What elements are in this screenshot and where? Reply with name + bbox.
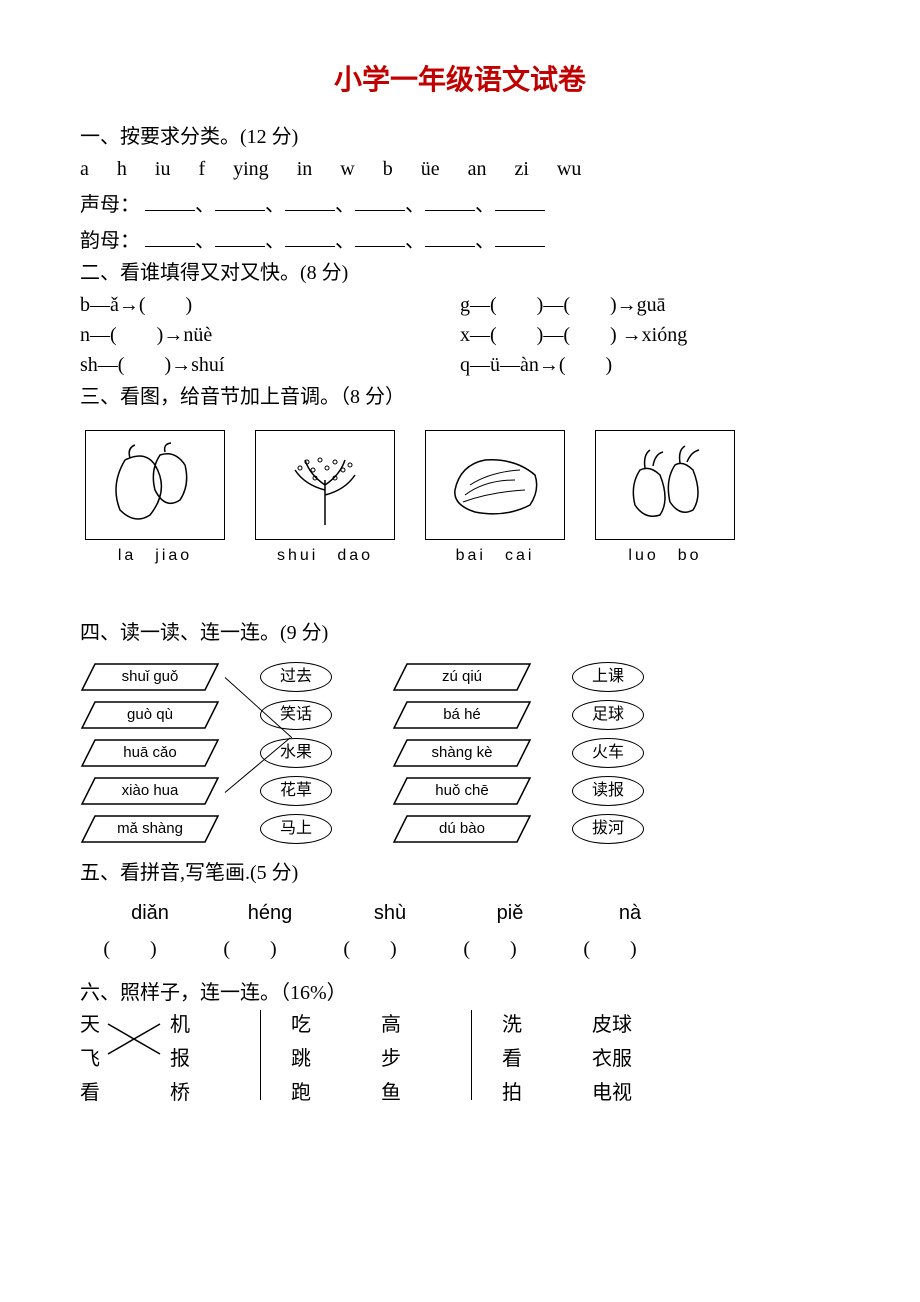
q6-col-1: 天机 飞报 看桥: [80, 1010, 230, 1108]
q4-right-hanzi-3: 火车: [572, 738, 644, 768]
q3-image-baicai: [425, 430, 565, 540]
q1-heading: 一、按要求分类。(12 分): [80, 122, 840, 152]
q4-right-pinyin-3: shàng kè: [392, 738, 532, 768]
q2-row-2: n—( )→nüè x—( )—( ) →xióng: [80, 320, 840, 350]
q3-image-lajiao: [85, 430, 225, 540]
q4-left-pinyin-4: xiào hua: [80, 776, 220, 806]
q4-right-hanzi-5: 拔河: [572, 814, 644, 844]
q4-matching: shuǐ guǒ 过去 guò qù 笑话 huā cǎo 水果 xiào hua 花草…: [80, 662, 840, 844]
q5-heading: 五、看拼音,写笔画.(5 分): [80, 858, 840, 888]
q2-row-3: sh—( )→shuí q—ü—àn→( ): [80, 350, 840, 380]
q4-right-pinyin-1: zú qiú: [392, 662, 532, 692]
q4-left-hanzi-3: 水果: [260, 738, 332, 768]
q6-heading: 六、照样子，连一连。（16%）: [80, 978, 840, 1008]
q6-col-2: 吃高 跳步 跑鱼: [291, 1010, 441, 1108]
q4-right-hanzi-1: 上课: [572, 662, 644, 692]
q3-image-luobo: [595, 430, 735, 540]
q3-images: la jiao shui dao bai cai luo bo: [80, 430, 840, 568]
q2-row-1: b—ǎ→( ) g—( )—( )→guā: [80, 290, 840, 320]
q1-letters: ahiufyinginwbüeanziwu: [80, 154, 840, 184]
q4-left-hanzi-5: 马上: [260, 814, 332, 844]
divider-icon: [260, 1010, 261, 1100]
q4-left-column: shuǐ guǒ 过去 guò qù 笑话 huā cǎo 水果 xiào hua 花草…: [80, 662, 332, 844]
q4-left-hanzi-1: 过去: [260, 662, 332, 692]
q4-right-hanzi-2: 足球: [572, 700, 644, 730]
q1-shengmu-row: 声母： 、、、、、: [80, 186, 840, 220]
q3-item-2: shui dao: [250, 430, 400, 568]
q3-item-4: luo bo: [590, 430, 740, 568]
q4-left-pinyin-2: guò qù: [80, 700, 220, 730]
q3-heading: 三、看图，给音节加上音调。（8 分）: [80, 382, 840, 412]
q6-matching: 天机 飞报 看桥 吃高 跳步 跑鱼 洗皮球 看衣服 拍电视: [80, 1010, 840, 1108]
q4-left-pinyin-1: shuǐ guǒ: [80, 662, 220, 692]
q4-left-hanzi-2: 笑话: [260, 700, 332, 730]
q3-item-1: la jiao: [80, 430, 230, 568]
q3-image-shuidao: [255, 430, 395, 540]
q4-right-column: zú qiú 上课 bá hé 足球 shàng kè 火车 huǒ chē 读报 dú…: [392, 662, 644, 844]
q6-col-3: 洗皮球 看衣服 拍电视: [502, 1010, 652, 1108]
q4-heading: 四、读一读、连一连。(9 分): [80, 618, 840, 648]
q4-left-hanzi-4: 花草: [260, 776, 332, 806]
page-title: 小学一年级语文试卷: [80, 60, 840, 102]
q1-yunmu-row: 韵母： 、、、、、: [80, 222, 840, 256]
q4-right-pinyin-4: huǒ chē: [392, 776, 532, 806]
q5-paren-row: ( ) ( ) ( ) ( ) ( ): [90, 934, 840, 964]
q4-right-pinyin-2: bá hé: [392, 700, 532, 730]
divider-icon: [471, 1010, 472, 1100]
q4-left-pinyin-3: huā cǎo: [80, 738, 220, 768]
q2-heading: 二、看谁填得又对又快。(8 分): [80, 258, 840, 288]
q4-right-hanzi-4: 读报: [572, 776, 644, 806]
q4-right-pinyin-5: dú bào: [392, 814, 532, 844]
q3-item-3: bai cai: [420, 430, 570, 568]
q4-left-pinyin-5: mǎ shàng: [80, 814, 220, 844]
q5-pinyin-row: diǎn héng shù piě nà: [110, 898, 840, 928]
